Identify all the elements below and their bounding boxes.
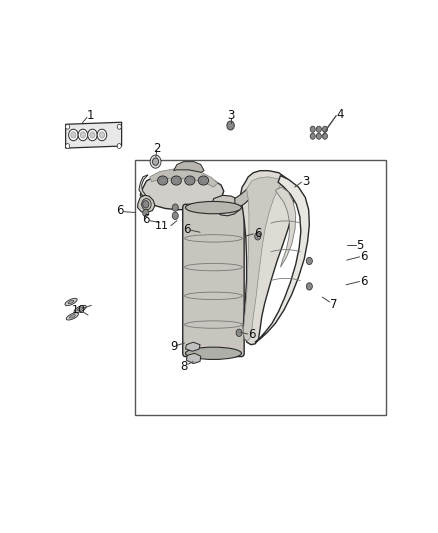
Circle shape [316,126,321,132]
Polygon shape [241,171,294,345]
Circle shape [172,212,178,220]
Circle shape [117,143,121,149]
Text: 6: 6 [142,213,149,227]
Polygon shape [276,187,296,267]
Ellipse shape [187,177,193,183]
Circle shape [78,129,88,141]
FancyBboxPatch shape [183,204,244,357]
Polygon shape [139,175,148,196]
Text: 5: 5 [357,239,364,252]
Ellipse shape [171,176,181,185]
Ellipse shape [66,313,78,320]
Circle shape [143,209,149,216]
Polygon shape [140,173,224,209]
Ellipse shape [65,298,77,305]
Ellipse shape [198,176,208,185]
Ellipse shape [158,176,168,185]
Circle shape [97,129,107,141]
Circle shape [306,257,312,265]
Ellipse shape [185,176,195,185]
Circle shape [143,200,149,208]
Circle shape [172,204,178,211]
Circle shape [152,158,159,165]
Polygon shape [187,353,201,364]
Text: 10: 10 [71,305,85,315]
Circle shape [69,129,78,141]
Circle shape [306,282,312,290]
Polygon shape [185,342,200,351]
Circle shape [117,124,121,129]
Circle shape [80,132,85,138]
Ellipse shape [68,300,74,304]
Text: 6: 6 [360,275,367,288]
Circle shape [322,133,328,139]
Circle shape [71,132,76,138]
Polygon shape [212,195,241,216]
Ellipse shape [159,177,166,183]
Polygon shape [150,169,218,187]
Circle shape [289,184,296,192]
Ellipse shape [70,314,75,318]
Text: 8: 8 [181,360,188,373]
Circle shape [90,132,95,138]
Circle shape [310,126,315,132]
Bar [134,160,386,415]
Ellipse shape [200,177,207,183]
Circle shape [99,132,105,138]
Ellipse shape [185,201,241,214]
Text: 6: 6 [360,251,367,263]
Polygon shape [255,175,309,342]
Text: 3: 3 [227,109,234,122]
Text: 2: 2 [153,142,160,155]
Circle shape [66,143,70,149]
Circle shape [316,133,321,139]
Ellipse shape [78,307,83,311]
Ellipse shape [185,347,241,359]
Circle shape [227,121,234,130]
Circle shape [150,155,161,168]
Circle shape [141,199,151,210]
Circle shape [322,126,328,132]
Text: 3: 3 [302,175,310,188]
Text: 6: 6 [248,328,255,341]
Text: 4: 4 [337,108,344,120]
Ellipse shape [173,177,180,183]
Circle shape [254,232,261,240]
Text: 1: 1 [87,109,94,122]
Text: 6: 6 [183,223,190,236]
Polygon shape [243,177,282,341]
Polygon shape [173,161,204,172]
Polygon shape [66,122,122,148]
Text: 9: 9 [170,340,177,353]
Circle shape [66,124,70,129]
Ellipse shape [74,305,86,313]
Text: 6: 6 [254,227,261,239]
Circle shape [236,329,242,336]
Circle shape [88,129,97,141]
Polygon shape [235,187,252,207]
Text: 6: 6 [117,204,124,217]
Polygon shape [138,195,155,213]
Text: 11: 11 [155,222,169,231]
Circle shape [310,133,315,139]
Text: 7: 7 [330,297,338,311]
